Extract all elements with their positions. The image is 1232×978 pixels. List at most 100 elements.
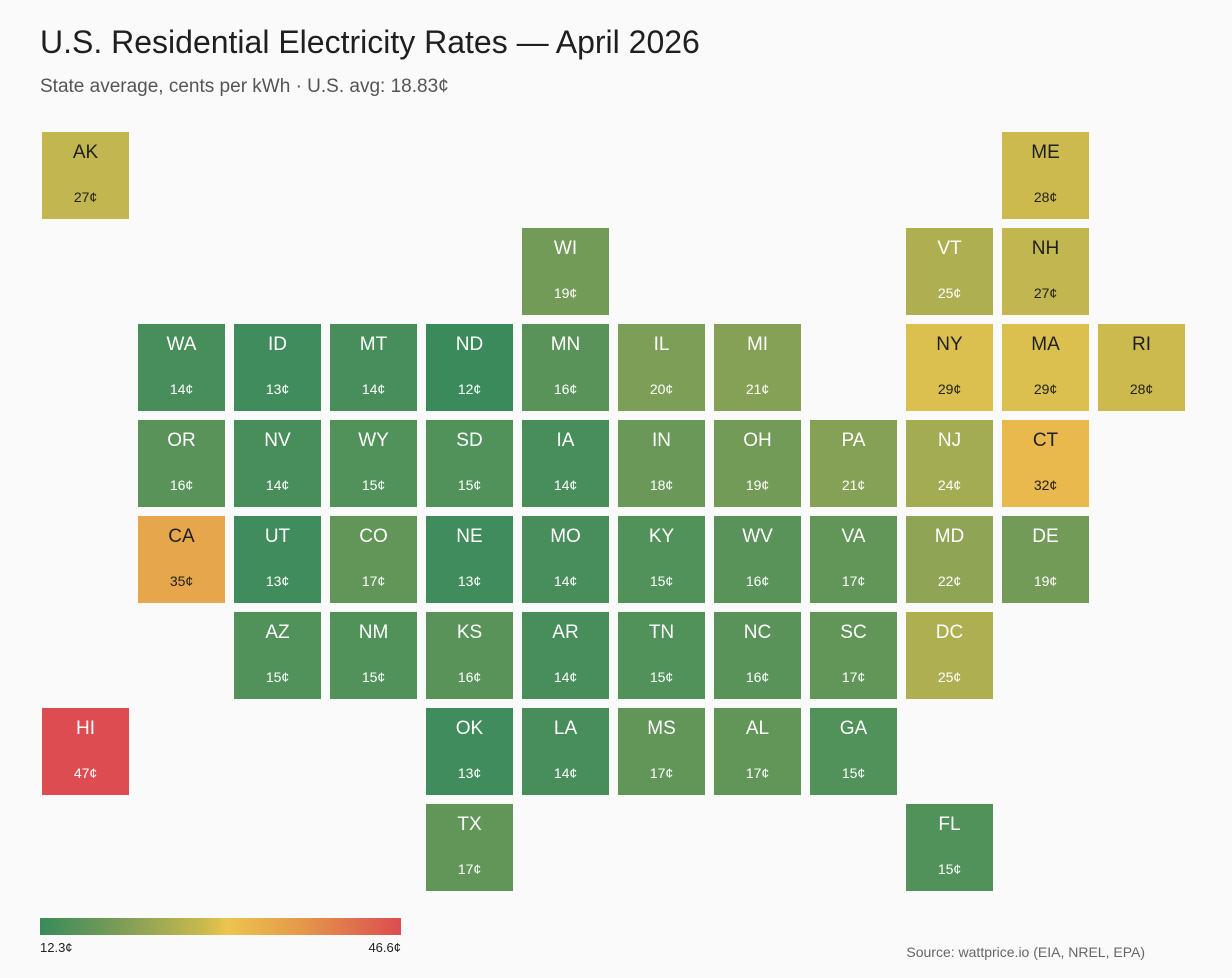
state-rate-label: 15¢ [361, 477, 386, 493]
state-rate-label: 29¢ [1033, 381, 1058, 397]
state-abbr: TX [457, 814, 482, 835]
state-abbr: WI [553, 238, 578, 259]
state-rate-label: 19¢ [553, 285, 578, 301]
state-rate-label: 19¢ [745, 477, 770, 493]
state-abbr: AR [552, 622, 579, 643]
state-rate-label: 14¢ [361, 381, 386, 397]
state-rate-label: 17¢ [745, 765, 770, 781]
state-tile-co: CO 17¢ [330, 516, 417, 603]
state-tile-wi: WI 19¢ [522, 228, 609, 315]
state-rate-label: 14¢ [169, 381, 194, 397]
state-tile-mn: MN 16¢ [522, 324, 609, 411]
state-tile-ar: AR 14¢ [522, 612, 609, 699]
state-tile-va: VA 17¢ [810, 516, 897, 603]
state-rate-label: 15¢ [649, 573, 674, 589]
state-tile-ne: NE 13¢ [426, 516, 513, 603]
state-tile-mo: MO 14¢ [522, 516, 609, 603]
state-rate-label: 20¢ [649, 381, 674, 397]
state-abbr: FL [938, 814, 961, 835]
state-tile-sd: SD 15¢ [426, 420, 513, 507]
state-rate-label: 29¢ [937, 381, 962, 397]
state-abbr: ME [1031, 142, 1060, 163]
state-tile-ok: OK 13¢ [426, 708, 513, 795]
state-tile-nj: NJ 24¢ [906, 420, 993, 507]
state-abbr: VT [937, 238, 962, 259]
page-title: U.S. Residential Electricity Rates — Apr… [40, 24, 700, 60]
state-rate-label: 24¢ [937, 477, 962, 493]
page-subtitle: State average, cents per kWh · U.S. avg:… [40, 76, 449, 97]
state-rate-label: 25¢ [937, 669, 962, 685]
state-abbr: CA [168, 526, 195, 547]
state-rate-label: 28¢ [1033, 189, 1058, 205]
state-tile-wv: WV 16¢ [714, 516, 801, 603]
state-tile-me: ME 28¢ [1002, 132, 1089, 219]
state-abbr: WV [742, 526, 773, 547]
state-abbr: NH [1031, 238, 1060, 259]
state-rate-label: 18¢ [649, 477, 674, 493]
state-abbr: MI [746, 334, 769, 355]
state-tile-fl: FL 15¢ [906, 804, 993, 891]
state-abbr: RI [1132, 334, 1151, 355]
state-abbr: VA [841, 526, 866, 547]
state-tile-oh: OH 19¢ [714, 420, 801, 507]
state-tile-id: ID 13¢ [234, 324, 321, 411]
state-tile-mi: MI 21¢ [714, 324, 801, 411]
state-rate-label: 16¢ [553, 381, 578, 397]
state-tile-sc: SC 17¢ [810, 612, 897, 699]
state-abbr: LA [553, 718, 578, 739]
state-rate-label: 14¢ [553, 765, 578, 781]
state-rate-label: 14¢ [553, 573, 578, 589]
state-rate-label: 13¢ [457, 765, 482, 781]
state-rate-label: 28¢ [1129, 381, 1154, 397]
state-tile-ma: MA 29¢ [1002, 324, 1089, 411]
state-abbr: HI [76, 718, 95, 739]
state-abbr: OK [455, 718, 484, 739]
state-rate-label: 15¢ [265, 669, 290, 685]
source-note: Source: wattprice.io (EIA, NREL, EPA) [906, 944, 1145, 960]
state-tile-md: MD 22¢ [906, 516, 993, 603]
state-rate-label: 32¢ [1033, 477, 1058, 493]
state-tile-ky: KY 15¢ [618, 516, 705, 603]
state-abbr: OR [167, 430, 196, 451]
state-rate-label: 17¢ [649, 765, 674, 781]
state-tile-ms: MS 17¢ [618, 708, 705, 795]
state-tile-ia: IA 14¢ [522, 420, 609, 507]
state-rate-label: 14¢ [553, 477, 578, 493]
state-abbr: CO [359, 526, 388, 547]
state-abbr: MA [1031, 334, 1060, 355]
state-abbr: PA [841, 430, 866, 451]
state-rate-label: 17¢ [841, 573, 866, 589]
state-tile-az: AZ 15¢ [234, 612, 321, 699]
state-tile-la: LA 14¢ [522, 708, 609, 795]
state-abbr: KY [648, 526, 675, 547]
state-abbr: WY [358, 430, 389, 451]
state-rate-label: 22¢ [937, 573, 962, 589]
state-tile-ut: UT 13¢ [234, 516, 321, 603]
state-abbr: IL [653, 334, 670, 355]
state-abbr: DE [1032, 526, 1059, 547]
state-abbr: AK [72, 142, 99, 163]
state-rate-label: 21¢ [745, 381, 770, 397]
state-rate-label: 14¢ [265, 477, 290, 493]
state-rate-label: 47¢ [73, 765, 98, 781]
state-tile-ca: CA 35¢ [138, 516, 225, 603]
state-rate-label: 13¢ [457, 573, 482, 589]
state-tile-wy: WY 15¢ [330, 420, 417, 507]
state-abbr: TN [648, 622, 675, 643]
state-tile-in: IN 18¢ [618, 420, 705, 507]
state-rate-label: 15¢ [841, 765, 866, 781]
state-abbr: CT [1032, 430, 1059, 451]
state-abbr: SD [456, 430, 483, 451]
state-abbr: OH [743, 430, 772, 451]
state-abbr: NJ [937, 430, 962, 451]
state-rate-label: 16¢ [745, 573, 770, 589]
state-rate-label: 21¢ [841, 477, 866, 493]
state-abbr: KS [456, 622, 483, 643]
state-tile-tn: TN 15¢ [618, 612, 705, 699]
state-tile-ri: RI 28¢ [1098, 324, 1185, 411]
state-tile-ak: AK 27¢ [42, 132, 129, 219]
state-rate-label: 17¢ [841, 669, 866, 685]
state-tile-nm: NM 15¢ [330, 612, 417, 699]
state-abbr: NV [264, 430, 291, 451]
